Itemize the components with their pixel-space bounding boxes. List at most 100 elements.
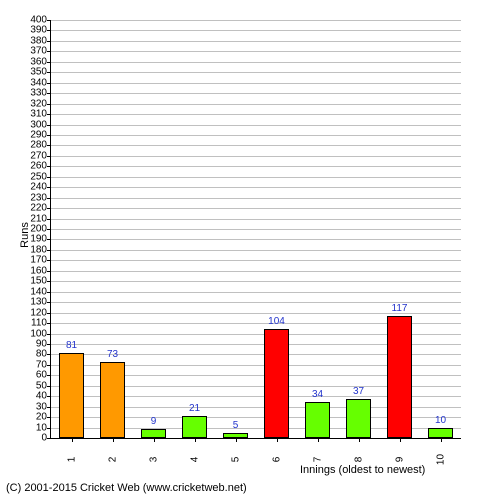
ytick-label: 360 [30,56,47,67]
ytick-mark [47,250,51,251]
ytick-mark [47,271,51,272]
bar [305,402,330,438]
ytick-label: 370 [30,46,47,57]
gridline [51,62,461,63]
ytick-label: 270 [30,150,47,161]
gridline [51,292,461,293]
ytick-mark [47,198,51,199]
ytick-label: 190 [30,234,47,245]
ytick-label: 80 [36,349,47,360]
gridline [51,125,461,126]
gridline [51,93,461,94]
bar-value-label: 9 [151,416,157,427]
ytick-mark [47,396,51,397]
bar-value-label: 21 [189,403,200,414]
gridline [51,229,461,230]
ytick-label: 240 [30,182,47,193]
copyright-text: (C) 2001-2015 Cricket Web (www.cricketwe… [6,482,247,494]
bar-value-label: 117 [392,303,408,314]
y-axis-label: Runs [19,222,31,248]
ytick-mark [47,177,51,178]
ytick-label: 200 [30,224,47,235]
ytick-mark [47,302,51,303]
xtick-label: 5 [230,457,241,463]
x-axis-label: Innings (oldest to newest) [300,464,425,476]
ytick-mark [47,428,51,429]
bar [141,429,166,438]
ytick-label: 130 [30,297,47,308]
ytick-mark [47,51,51,52]
ytick-label: 230 [30,192,47,203]
ytick-label: 170 [30,255,47,266]
ytick-label: 20 [36,412,47,423]
gridline [51,281,461,282]
gridline [51,104,461,105]
gridline [51,271,461,272]
ytick-label: 280 [30,140,47,151]
xtick-label: 10 [435,454,446,465]
gridline [51,30,461,31]
bar [182,416,207,438]
ytick-label: 210 [30,213,47,224]
ytick-mark [47,323,51,324]
gridline [51,20,461,21]
gridline [51,83,461,84]
ytick-label: 140 [30,286,47,297]
xtick-mark [277,438,278,442]
ytick-mark [47,135,51,136]
gridline [51,135,461,136]
ytick-label: 10 [36,422,47,433]
bar-value-label: 10 [435,415,446,426]
gridline [51,260,461,261]
xtick-mark [236,438,237,442]
bar [387,316,412,438]
bar [100,362,125,438]
ytick-mark [47,104,51,105]
ytick-mark [47,93,51,94]
bar-value-label: 5 [233,420,239,431]
ytick-label: 380 [30,35,47,46]
ytick-label: 90 [36,338,47,349]
ytick-label: 320 [30,98,47,109]
ytick-label: 260 [30,161,47,172]
ytick-label: 330 [30,88,47,99]
ytick-label: 50 [36,380,47,391]
bar [346,399,371,438]
ytick-mark [47,334,51,335]
ytick-label: 290 [30,129,47,140]
gridline [51,198,461,199]
gridline [51,72,461,73]
chart-container: 0102030405060708090100110120130140150160… [0,0,500,500]
ytick-label: 310 [30,109,47,120]
bar-value-label: 81 [66,340,77,351]
ytick-mark [47,41,51,42]
gridline [51,187,461,188]
xtick-label: 3 [148,457,159,463]
xtick-label: 2 [107,457,118,463]
gridline [51,239,461,240]
ytick-mark [47,438,51,439]
gridline [51,250,461,251]
xtick-mark [318,438,319,442]
xtick-mark [154,438,155,442]
gridline [51,208,461,209]
xtick-label: 7 [312,457,323,463]
ytick-label: 0 [41,433,47,444]
ytick-mark [47,344,51,345]
ytick-mark [47,72,51,73]
ytick-label: 110 [31,318,47,329]
gridline [51,145,461,146]
ytick-label: 150 [30,276,47,287]
ytick-mark [47,125,51,126]
gridline [51,51,461,52]
ytick-label: 160 [30,265,47,276]
bar-value-label: 73 [107,349,118,360]
ytick-label: 100 [30,328,47,339]
ytick-mark [47,30,51,31]
xtick-label: 4 [189,457,200,463]
ytick-mark [47,156,51,157]
gridline [51,156,461,157]
ytick-mark [47,260,51,261]
ytick-mark [47,417,51,418]
xtick-mark [195,438,196,442]
